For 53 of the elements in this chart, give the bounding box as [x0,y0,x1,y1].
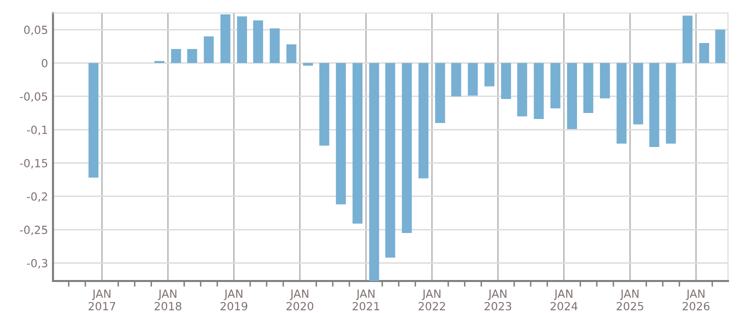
bar [237,16,248,63]
x-tick-label: JAN 2021 [352,290,380,310]
bar [583,63,594,113]
bar [484,63,494,86]
y-tick-label: -0,2 [27,192,48,202]
bar [633,63,644,124]
bar [253,20,264,63]
x-tick-label: JAN 2025 [616,290,644,310]
bar [534,63,544,119]
bar [352,63,362,224]
bar [616,63,627,144]
bar [600,63,610,98]
x-tick-label: JAN 2023 [484,290,512,310]
bar [369,63,380,281]
bar [303,63,313,66]
y-tick-label: -0,05 [20,92,48,102]
bar [204,36,214,63]
bar [501,63,512,99]
x-tick-label: JAN 2026 [682,290,710,310]
bar [682,16,692,63]
y-tick-label: 0 [42,58,48,68]
bar [550,63,560,108]
bar [402,63,412,233]
bar [666,63,676,144]
bar [220,14,230,63]
x-tick-label: JAN 2022 [418,290,445,310]
bar [715,30,726,63]
y-tick-label: 0,05 [24,26,48,36]
bar [435,63,446,123]
bar [451,63,462,96]
bar [88,63,98,178]
bar [187,49,198,63]
bar [468,63,478,96]
y-tick-label: -0,1 [27,126,48,136]
bar [517,63,528,116]
bar [385,63,396,258]
bar [567,63,578,129]
x-tick-label: JAN 2018 [154,290,182,310]
x-tick-label: JAN 2019 [220,290,248,310]
y-tick-label: -0,25 [20,226,48,236]
y-tick-label: -0,15 [20,158,48,169]
bar [171,49,182,63]
x-tick-label: JAN 2020 [286,290,314,310]
bar [286,44,296,63]
x-tick-label: JAN 2024 [550,290,578,310]
bar [336,63,346,204]
x-tick-label: JAN 2017 [88,290,116,310]
bar [649,63,660,147]
bar [699,43,710,63]
y-tick-label: -0,3 [27,258,48,269]
bar [319,63,330,146]
bar [270,28,280,63]
bar [418,63,428,178]
